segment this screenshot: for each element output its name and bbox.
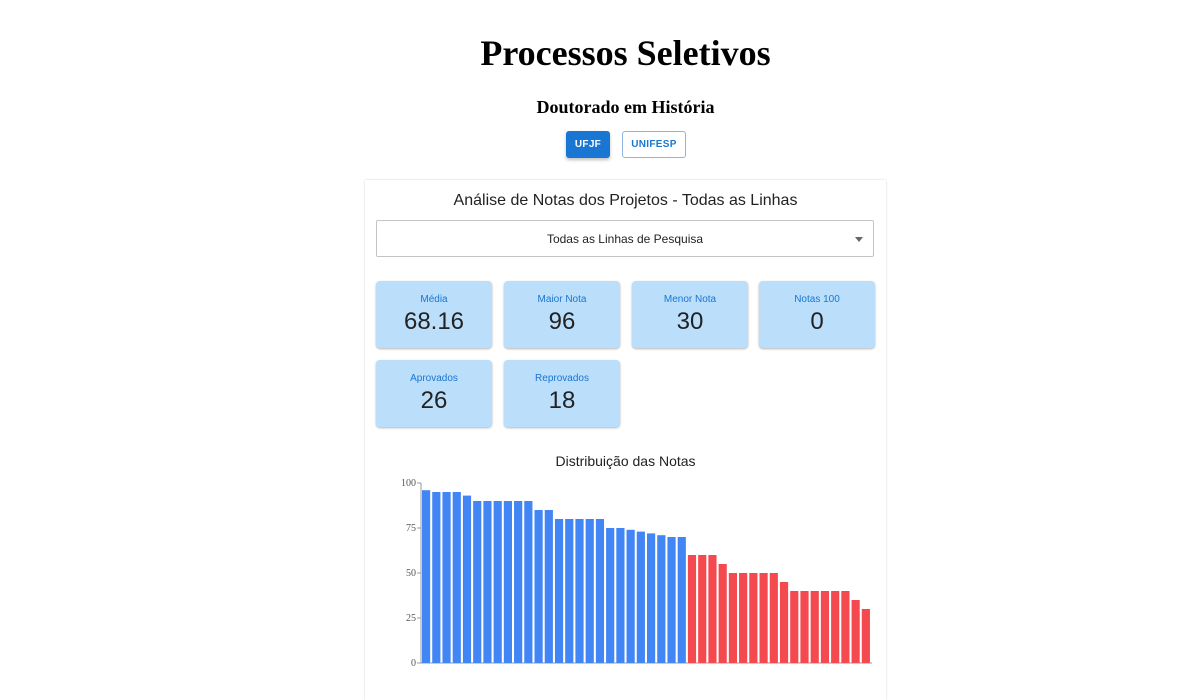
bar-aprovado[interactable]: [606, 528, 615, 663]
bar-reprovado[interactable]: [718, 564, 727, 663]
stat-card-notas-100: Notas 100 0: [759, 281, 875, 348]
bar-aprovado[interactable]: [575, 519, 584, 663]
chart-title: Distribuição das Notas: [555, 453, 696, 469]
bar-aprovado[interactable]: [462, 495, 472, 663]
bar-reprovado[interactable]: [708, 555, 717, 663]
bar-aprovado[interactable]: [585, 519, 594, 663]
page-title: Processos Seletivos: [480, 33, 771, 73]
bar-aprovado[interactable]: [514, 501, 523, 663]
bar-reprovado[interactable]: [728, 573, 737, 663]
y-tick-label: 75: [406, 523, 416, 534]
bar-reprovado[interactable]: [698, 555, 707, 663]
analysis-card: Análise de Notas dos Projetos - Todas as…: [365, 180, 886, 700]
bar-reprovado[interactable]: [851, 600, 860, 663]
bar-aprovado[interactable]: [442, 492, 451, 663]
bar-aprovado[interactable]: [636, 531, 645, 663]
stat-card-reprovados: Reprovados 18: [504, 360, 620, 427]
bar-reprovado[interactable]: [841, 591, 850, 663]
bar-aprovado[interactable]: [534, 510, 543, 663]
stat-card-maior-nota: Maior Nota 96: [504, 281, 620, 348]
tab-ufjf[interactable]: UFJF: [566, 131, 610, 158]
bar-reprovado[interactable]: [831, 591, 840, 663]
bar-aprovado[interactable]: [616, 528, 625, 663]
grades-bar-chart: 0 25 50 75 100: [401, 478, 872, 669]
bar-aprovado[interactable]: [524, 501, 533, 663]
stat-label: Reprovados: [535, 373, 589, 384]
bar-reprovado[interactable]: [779, 582, 789, 663]
bar-aprovado[interactable]: [647, 533, 656, 663]
bar-reprovado[interactable]: [769, 573, 778, 663]
bar-aprovado[interactable]: [565, 519, 574, 663]
bar-reprovado[interactable]: [861, 609, 870, 663]
bar-aprovado[interactable]: [493, 501, 502, 663]
stat-label: Menor Nota: [663, 294, 717, 305]
y-tick-label: 0: [411, 658, 416, 669]
stat-value: 30: [676, 308, 704, 335]
chevron-down-icon: [855, 237, 863, 242]
stat-value: 0: [810, 308, 824, 335]
research-line-select[interactable]: Todas as Linhas de Pesquisa: [376, 220, 874, 257]
y-tick-label: 25: [406, 613, 416, 624]
bar-aprovado[interactable]: [432, 492, 441, 663]
university-tabs: UFJF UNIFESP: [566, 131, 686, 158]
stat-value: 26: [420, 387, 448, 414]
stat-value: 68.16: [403, 308, 465, 335]
research-line-select-value: Todas as Linhas de Pesquisa: [546, 231, 704, 246]
bar-aprovado[interactable]: [483, 501, 492, 663]
bar-aprovado[interactable]: [503, 501, 512, 663]
stat-card-aprovados: Aprovados 26: [376, 360, 492, 427]
bar-reprovado[interactable]: [800, 591, 809, 663]
bar-aprovado[interactable]: [626, 529, 635, 663]
bar-reprovado[interactable]: [810, 591, 819, 663]
stat-label: Aprovados: [410, 373, 458, 384]
bar-aprovado[interactable]: [452, 492, 461, 663]
bar-aprovado[interactable]: [667, 537, 676, 663]
stat-value: 96: [548, 308, 576, 335]
stat-value: 18: [548, 387, 576, 414]
bar-aprovado[interactable]: [473, 501, 482, 663]
stat-card-media: Média 68.16: [376, 281, 492, 348]
bar-aprovado[interactable]: [422, 490, 431, 663]
analysis-title: Análise de Notas dos Projetos - Todas as…: [453, 192, 798, 209]
stat-label: Notas 100: [794, 294, 840, 305]
bar-aprovado[interactable]: [554, 519, 564, 663]
bar-aprovado[interactable]: [677, 537, 686, 663]
bar-reprovado[interactable]: [759, 573, 768, 663]
bar-reprovado[interactable]: [790, 591, 799, 663]
stat-label: Maior Nota: [537, 294, 587, 305]
program-title: Doutorado em História: [536, 97, 715, 117]
stat-label: Média: [420, 294, 448, 305]
y-tick-label: 100: [401, 478, 416, 489]
bar-reprovado[interactable]: [687, 555, 697, 663]
bar-reprovado[interactable]: [749, 573, 758, 663]
bar-reprovado[interactable]: [739, 573, 748, 663]
y-tick-label: 50: [406, 568, 416, 579]
bar-reprovado[interactable]: [820, 591, 830, 663]
bar-aprovado[interactable]: [657, 535, 666, 663]
bar-aprovado[interactable]: [595, 519, 605, 663]
bar-aprovado[interactable]: [544, 510, 553, 663]
stat-card-menor-nota: Menor Nota 30: [632, 281, 748, 348]
tab-unifesp[interactable]: UNIFESP: [622, 131, 686, 158]
